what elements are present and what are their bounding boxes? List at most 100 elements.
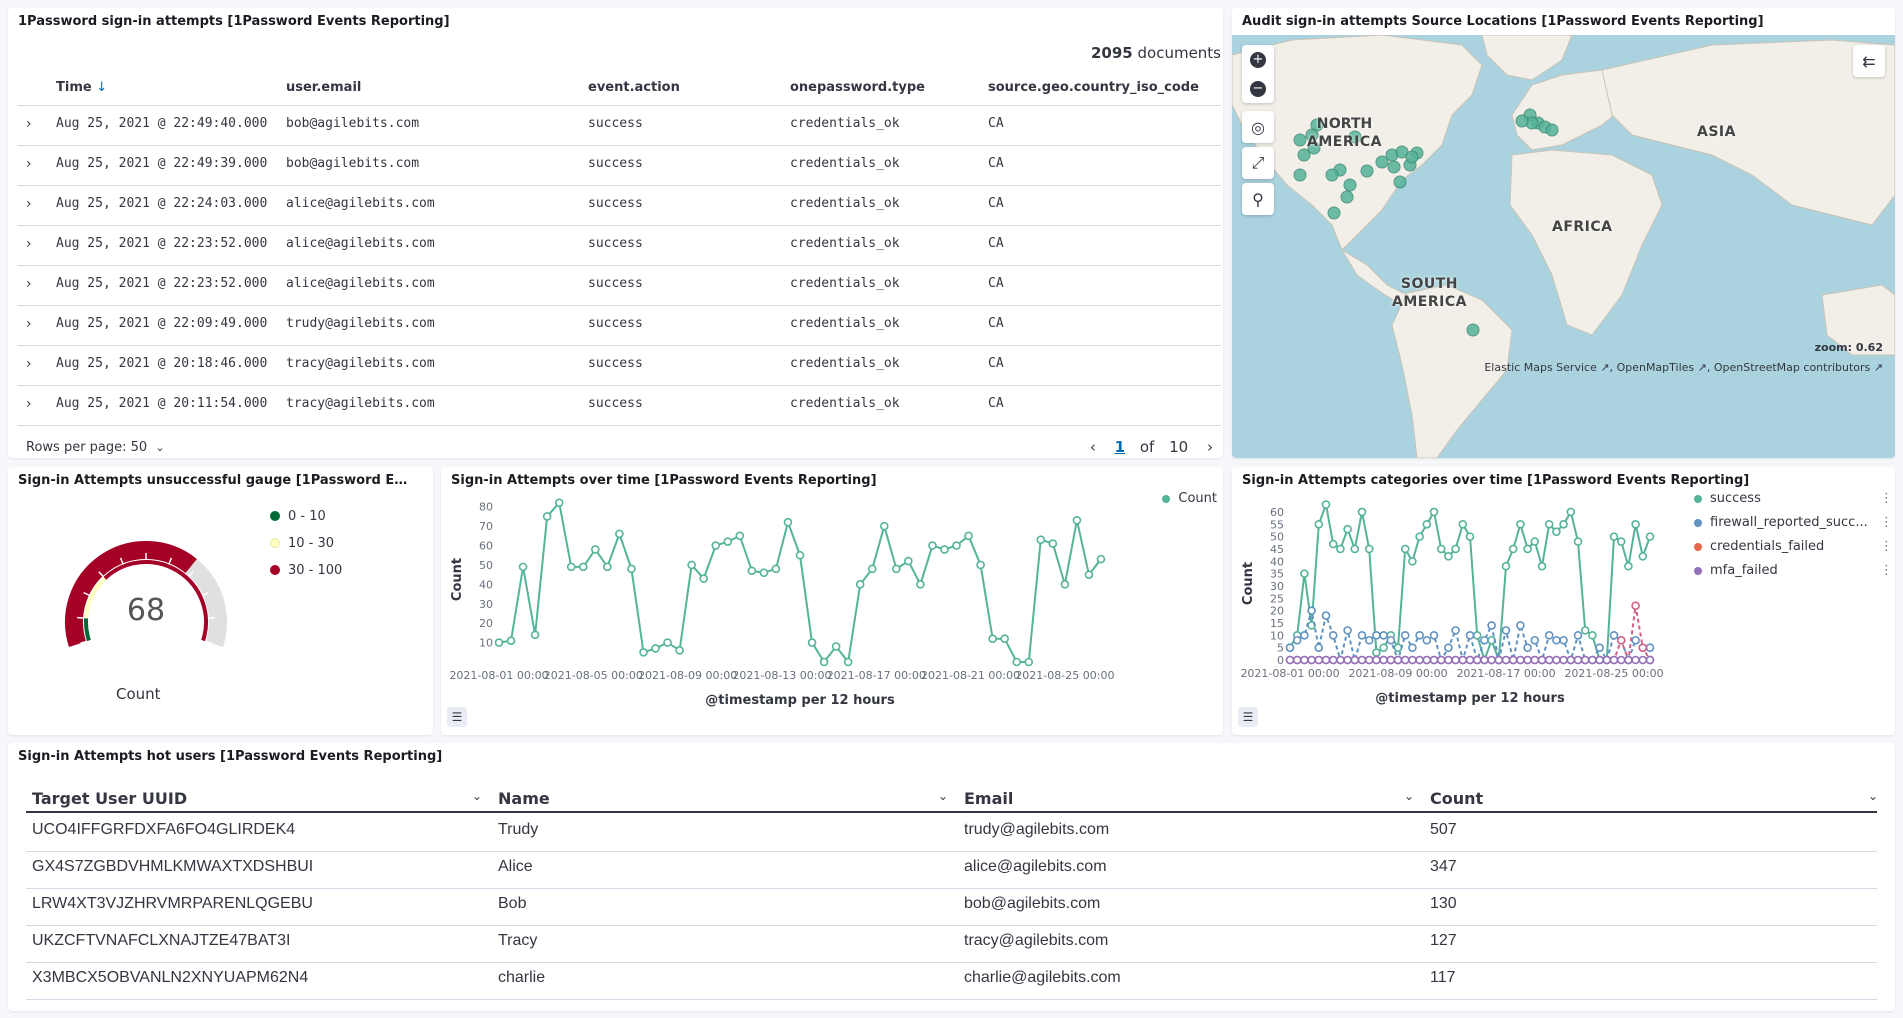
legend-label: Count bbox=[1178, 491, 1217, 506]
location-point[interactable] bbox=[1375, 155, 1389, 169]
data-point bbox=[1060, 580, 1070, 589]
page-current[interactable]: 1 bbox=[1114, 438, 1126, 456]
location-point[interactable] bbox=[1545, 123, 1559, 137]
table-row[interactable]: › Aug 25, 2021 @ 20:11:54.000 tracy@agileb… bbox=[18, 386, 1221, 426]
table-row[interactable]: › Aug 25, 2021 @ 22:23:52.000 alice@agileb… bbox=[18, 266, 1221, 306]
landmass-greenland bbox=[1481, 35, 1573, 81]
attribution-link[interactable]: Elastic Maps Service bbox=[1484, 361, 1597, 374]
table-row[interactable]: › Aug 25, 2021 @ 22:24:03.000 alice@agileb… bbox=[18, 186, 1221, 226]
data-point bbox=[892, 564, 901, 574]
data-point bbox=[1036, 535, 1046, 545]
data-point bbox=[1523, 643, 1532, 652]
table-row: UCO4IFFGRFDXFA6FO4GLIRDEK4 Trudy trudy@agi… bbox=[26, 815, 1877, 852]
chevron-down-icon[interactable]: ⌄ bbox=[1868, 789, 1879, 803]
column-header-name[interactable]: Name bbox=[498, 789, 550, 808]
data-point bbox=[1072, 515, 1082, 525]
table-cell: 127 bbox=[1430, 932, 1457, 949]
location-point[interactable] bbox=[1307, 141, 1321, 155]
expand-icon[interactable]: ⤢ bbox=[1242, 147, 1274, 179]
legend-item[interactable]: success ⋮ bbox=[1694, 491, 1893, 506]
legend-item[interactable]: firewall_reported_succ... ⋮ bbox=[1694, 515, 1893, 530]
location-point[interactable] bbox=[1325, 168, 1339, 182]
plus-icon[interactable]: + − bbox=[1242, 45, 1274, 103]
series-line-count bbox=[498, 500, 1102, 665]
location-point[interactable] bbox=[1340, 190, 1354, 204]
column-header-event-action[interactable]: event.action bbox=[588, 80, 680, 95]
expand-row-icon[interactable]: › bbox=[26, 156, 32, 172]
expand-row-icon[interactable]: › bbox=[26, 196, 32, 212]
x-tick-label: 2021-08-17 00:00 bbox=[827, 669, 926, 682]
location-point[interactable] bbox=[1293, 133, 1307, 147]
location-point[interactable] bbox=[1387, 160, 1401, 174]
table-row[interactable]: › Aug 25, 2021 @ 22:09:49.000 trudy@agileb… bbox=[18, 306, 1221, 346]
line-chart-panel: Sign-in Attempts over time [1Password Ev… bbox=[441, 467, 1223, 735]
legend-item[interactable]: mfa_failed ⋮ bbox=[1694, 563, 1893, 578]
expand-row-icon[interactable]: › bbox=[26, 236, 32, 252]
rows-per-page-select[interactable]: Rows per page: 50 ⌄ bbox=[26, 440, 165, 455]
expand-row-icon[interactable]: › bbox=[26, 316, 32, 332]
legend-item[interactable]: Count bbox=[1162, 491, 1217, 506]
legend-item[interactable]: credentials_failed ⋮ bbox=[1694, 539, 1893, 554]
expand-row-icon[interactable]: › bbox=[26, 396, 32, 412]
location-point[interactable] bbox=[1348, 130, 1362, 144]
attribution-link[interactable]: OpenStreetMap contributors bbox=[1713, 361, 1871, 374]
legend-toggle-icon[interactable]: ☰ bbox=[447, 707, 467, 727]
locate-icon[interactable]: ◎ bbox=[1242, 111, 1274, 143]
column-header-onepassword-type[interactable]: onepassword.type bbox=[790, 80, 925, 95]
location-point[interactable] bbox=[1293, 168, 1307, 182]
page-total[interactable]: 10 bbox=[1169, 438, 1189, 456]
column-header-country[interactable]: source.geo.country_iso_code bbox=[988, 80, 1199, 95]
location-point[interactable] bbox=[1393, 175, 1407, 189]
table-row[interactable]: › Aug 25, 2021 @ 22:49:39.000 bob@agilebit… bbox=[18, 146, 1221, 186]
column-header-time[interactable]: Time ↓ bbox=[56, 80, 107, 95]
table-row[interactable]: › Aug 25, 2021 @ 22:49:40.000 bob@agilebit… bbox=[18, 106, 1221, 146]
discover-panel: 1Password sign-in attempts [1Password Ev… bbox=[8, 8, 1223, 458]
document-count-label: documents bbox=[1137, 44, 1222, 62]
data-point bbox=[1408, 643, 1417, 652]
chevron-down-icon[interactable]: ⌄ bbox=[472, 789, 483, 803]
chevron-down-icon[interactable]: ⌄ bbox=[938, 789, 949, 803]
minus-icon[interactable]: − bbox=[1250, 80, 1266, 97]
location-point[interactable] bbox=[1515, 114, 1529, 128]
data-point bbox=[1000, 634, 1009, 644]
expand-row-icon[interactable]: › bbox=[26, 276, 32, 292]
legend-toggle-icon[interactable]: ☰ bbox=[1238, 707, 1258, 727]
data-point bbox=[1084, 570, 1094, 579]
data-point bbox=[940, 545, 949, 554]
legend-menu-icon[interactable]: ⋮ bbox=[1880, 539, 1893, 554]
location-point[interactable] bbox=[1327, 206, 1341, 220]
legend-item[interactable]: 0 - 10 bbox=[270, 509, 326, 524]
expand-row-icon[interactable]: › bbox=[26, 356, 32, 372]
legend-item[interactable]: 30 - 100 bbox=[270, 563, 342, 578]
table-row[interactable]: › Aug 25, 2021 @ 22:23:52.000 alice@agileb… bbox=[18, 226, 1221, 266]
attribution-link[interactable]: OpenMapTiles bbox=[1616, 361, 1695, 374]
chevron-down-icon[interactable]: ⌄ bbox=[1404, 789, 1415, 803]
layers-collapse-icon[interactable]: ⇇ bbox=[1853, 45, 1885, 77]
legend-menu-icon[interactable]: ⋮ bbox=[1880, 515, 1893, 530]
table-row[interactable]: › Aug 25, 2021 @ 20:18:46.000 tracy@agileb… bbox=[18, 346, 1221, 386]
location-point[interactable] bbox=[1466, 323, 1480, 337]
column-header-count[interactable]: Count bbox=[1430, 789, 1484, 808]
data-point bbox=[1523, 544, 1532, 554]
location-point[interactable] bbox=[1405, 150, 1419, 164]
column-header-user-email[interactable]: user.email bbox=[286, 80, 362, 95]
legend-menu-icon[interactable]: ⋮ bbox=[1880, 563, 1893, 578]
tools-icon[interactable]: ⚲ bbox=[1242, 183, 1274, 215]
table-cell: Aug 25, 2021 @ 22:49:39.000 bbox=[56, 156, 268, 171]
column-header-email[interactable]: Email bbox=[964, 789, 1014, 808]
data-point bbox=[1328, 655, 1338, 665]
data-point bbox=[1631, 519, 1640, 529]
y-tick-label: 5 bbox=[1277, 642, 1284, 655]
table-cell: alice@agilebits.com bbox=[286, 236, 435, 251]
chevron-right-icon[interactable]: › bbox=[1207, 438, 1213, 456]
location-point[interactable] bbox=[1297, 148, 1311, 162]
location-point[interactable] bbox=[1343, 178, 1357, 192]
legend-item[interactable]: 10 - 30 bbox=[270, 536, 334, 551]
location-point[interactable] bbox=[1305, 128, 1319, 142]
column-header-uuid[interactable]: Target User UUID bbox=[32, 789, 188, 808]
location-point[interactable] bbox=[1360, 164, 1374, 178]
chevron-left-icon[interactable]: ‹ bbox=[1089, 438, 1096, 456]
map-canvas[interactable]: NORTH AMERICA ASIA AFRICA SOUTH AMERICA + … bbox=[1232, 35, 1895, 458]
legend-menu-icon[interactable]: ⋮ bbox=[1880, 491, 1893, 506]
expand-row-icon[interactable]: › bbox=[26, 116, 32, 132]
